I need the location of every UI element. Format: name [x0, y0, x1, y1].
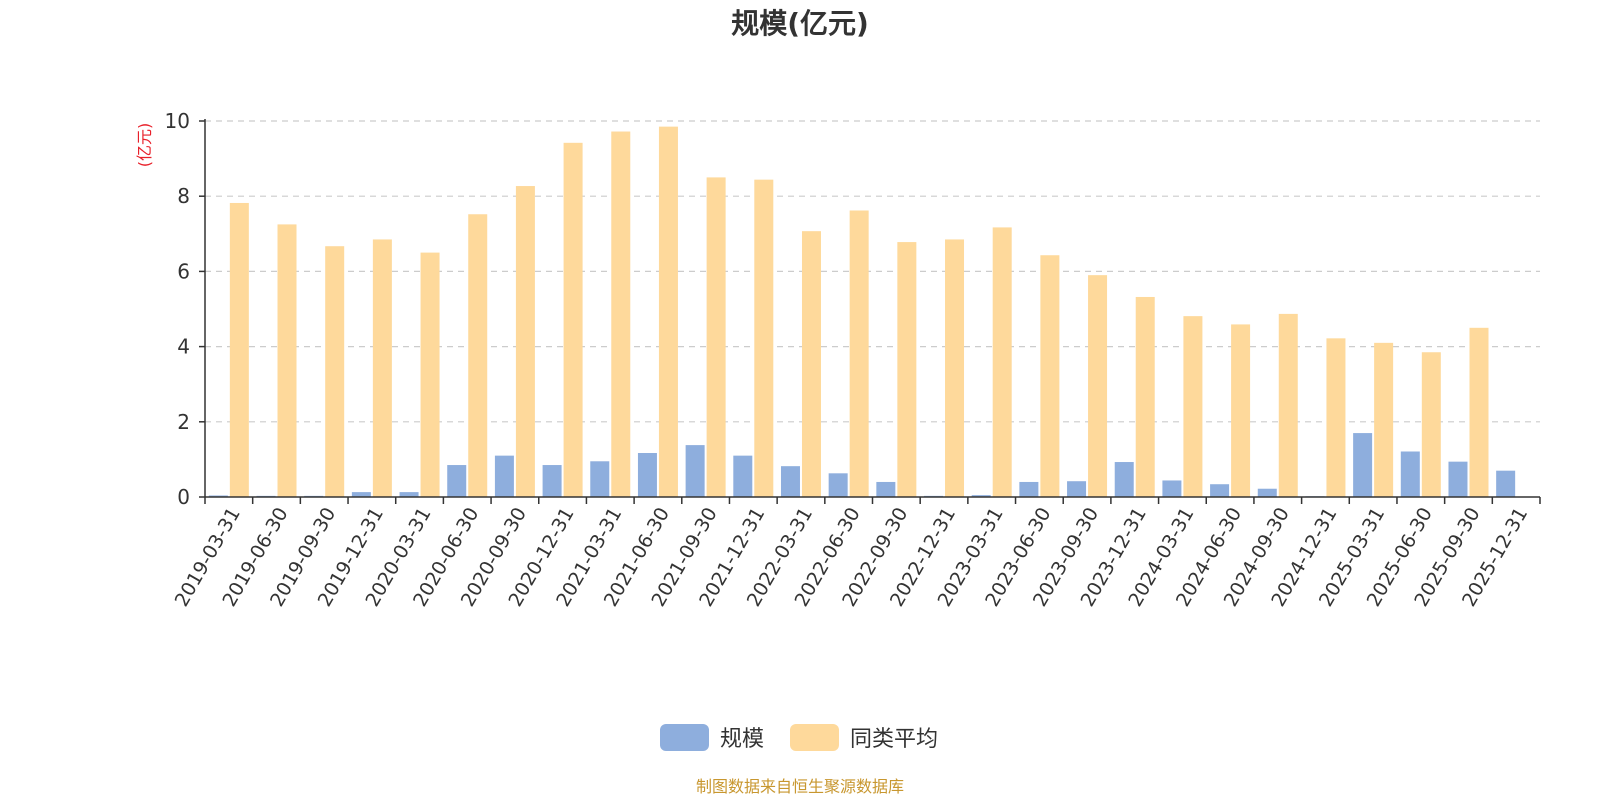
legend-item-scale[interactable]: 规模 — [660, 724, 764, 752]
bar-peer-average — [515, 186, 535, 497]
bar-peer-average — [897, 242, 917, 497]
legend-label: 规模 — [720, 727, 764, 752]
bar-peer-average — [801, 231, 821, 497]
bar-peer-average — [1469, 327, 1489, 497]
bar-scale — [733, 455, 753, 497]
y-tick-label: 10 — [165, 109, 190, 133]
y-tick-label: 2 — [177, 410, 190, 434]
bar-peer-average — [229, 202, 249, 497]
bar-scale — [399, 492, 419, 497]
y-tick-label: 8 — [177, 184, 190, 208]
y-axis-unit: (亿元) — [135, 123, 154, 168]
bar-scale — [1067, 481, 1087, 497]
bar-peer-average — [1421, 352, 1441, 497]
bar-peer-average — [1040, 255, 1060, 497]
bar-peer-average — [1183, 316, 1203, 497]
legend-label: 同类平均 — [850, 727, 938, 752]
bar-scale — [447, 465, 467, 497]
bar-peer-average — [1278, 313, 1298, 497]
legend-item-peer-average[interactable]: 同类平均 — [790, 724, 938, 752]
bar-scale — [351, 492, 371, 497]
bar-scale — [494, 455, 514, 497]
bar-scale — [590, 461, 610, 497]
bar-peer-average — [1326, 338, 1346, 497]
bar-scale — [1114, 462, 1134, 497]
y-tick-label: 4 — [177, 335, 190, 359]
bar-scale — [1162, 480, 1182, 497]
bar-scale — [1496, 470, 1516, 497]
legend: 规模 同类平均 — [660, 724, 938, 752]
legend-swatch — [660, 724, 709, 751]
bar-peer-average — [1135, 296, 1155, 497]
bar-scale — [685, 445, 705, 497]
bar-peer-average — [945, 239, 965, 497]
bar-peer-average — [1374, 342, 1394, 497]
data-source-note: 制图数据来自恒生聚源数据库 — [696, 777, 904, 796]
chart-title: 规模(亿元) — [731, 7, 869, 40]
bar-peer-average — [277, 224, 297, 497]
bar-peer-average — [325, 246, 345, 497]
bar-peer-average — [372, 239, 392, 497]
bar-scale — [780, 466, 800, 497]
bar-scale — [542, 465, 562, 497]
bar-scale — [1257, 488, 1277, 497]
bar-peer-average — [658, 126, 678, 497]
y-tick-label: 0 — [177, 485, 190, 509]
bar-peer-average — [420, 252, 440, 497]
y-tick-label: 6 — [177, 259, 190, 283]
bar-peer-average — [992, 227, 1012, 497]
bar-scale — [971, 495, 991, 497]
bars — [208, 126, 1516, 498]
bar-scale — [1448, 461, 1468, 497]
bar-scale — [1210, 484, 1230, 497]
bar-scale — [1353, 433, 1373, 497]
bar-scale — [1019, 481, 1039, 497]
bar-peer-average — [1231, 324, 1251, 497]
bar-scale — [876, 481, 896, 497]
bar-peer-average — [1088, 275, 1108, 497]
bar-scale — [637, 453, 657, 497]
bar-peer-average — [563, 142, 583, 498]
bar-peer-average — [468, 214, 488, 498]
bar-peer-average — [706, 177, 726, 497]
bar-scale — [208, 495, 228, 497]
bar-peer-average — [611, 131, 631, 497]
bar-scale — [1400, 451, 1420, 497]
legend-swatch — [790, 724, 839, 751]
bar-peer-average — [849, 210, 869, 497]
bar-scale — [828, 473, 848, 497]
bar-peer-average — [754, 179, 774, 497]
